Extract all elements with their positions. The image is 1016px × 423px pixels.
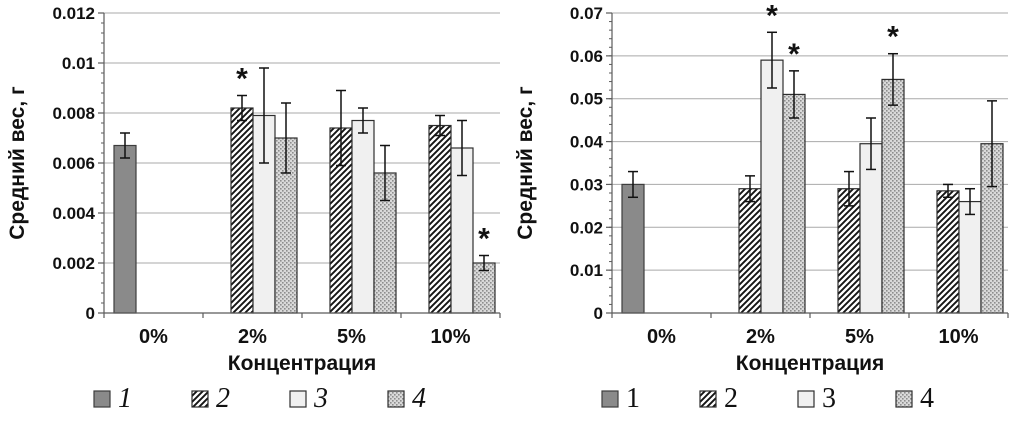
y-tick-label: 0.04 — [570, 133, 604, 152]
bar-series1-0% — [621, 183, 645, 314]
bar-series2-2% — [230, 107, 254, 314]
bar-series2-10% — [428, 124, 452, 314]
y-axis-title: Средний вес, г — [6, 86, 29, 240]
bar-series3-2% — [760, 59, 784, 314]
legend-swatch-4 — [387, 390, 405, 408]
bar-series2-2% — [738, 188, 762, 314]
y-tick-label: 0.006 — [52, 154, 95, 173]
legend-swatch-1 — [93, 390, 111, 408]
y-tick-label: 0.012 — [52, 4, 95, 23]
y-tick-label: 0.01 — [570, 261, 603, 280]
bar-chart-left: * * 0 0.002 0.004 0.006 0.008 0.01 0.012 0% 2% 5% 10… — [6, 4, 501, 414]
bar-series4-2% — [782, 93, 806, 314]
chart-right: * * * 0 0.01 0.02 0.03 0.04 0.05 0.06 0.07 0% 2% 5% 10… — [508, 0, 1016, 418]
x-tick-label: 0% — [139, 326, 168, 348]
x-tick-label: 10% — [430, 326, 470, 348]
bar-series3-5% — [351, 119, 375, 314]
significance-asterisk: * — [236, 63, 248, 96]
x-axis-title: Концентрация — [228, 352, 376, 375]
x-tick-label: 0% — [647, 326, 676, 348]
y-tick-label: 0.008 — [52, 104, 95, 123]
y-tick-label: 0.05 — [570, 90, 603, 109]
bar-chart-right: * * * 0 0.01 0.02 0.03 0.04 0.05 0.06 0.07 0% 2% 5% 10… — [514, 0, 1009, 414]
y-tick-label: 0.03 — [570, 175, 603, 194]
bar-series4-5% — [881, 78, 905, 314]
legend-swatch-3 — [797, 390, 815, 408]
y-tick-label: 0.06 — [570, 47, 603, 66]
y-tick-label: 0.07 — [570, 4, 603, 23]
legend-swatch-1 — [601, 390, 619, 408]
legend-label-4: 4 — [412, 383, 426, 414]
y-tick-label: 0.02 — [570, 218, 603, 237]
legend-label-2: 2 — [216, 383, 230, 414]
y-tick-label: 0 — [86, 304, 95, 323]
bar-series2-5% — [837, 188, 861, 314]
x-tick-label: 5% — [845, 326, 874, 348]
bar-series3-10% — [958, 200, 982, 314]
x-tick-label: 10% — [938, 326, 978, 348]
y-axis-title: Средний вес, г — [514, 86, 537, 240]
x-tick-label: 5% — [337, 326, 366, 348]
legend-swatch-4 — [895, 390, 913, 408]
bar-series2-10% — [936, 190, 960, 314]
x-tick-label: 2% — [746, 326, 775, 348]
significance-asterisk: * — [887, 21, 899, 54]
legend-label-1: 1 — [626, 383, 640, 414]
significance-asterisk: * — [788, 38, 800, 71]
x-tick-label: 2% — [238, 326, 267, 348]
x-axis-title: Концентрация — [736, 352, 884, 375]
bar-series1-0% — [113, 144, 137, 314]
y-tick-label: 0.004 — [52, 204, 95, 223]
legend-label-1: 1 — [118, 383, 132, 414]
legend-label-4: 4 — [920, 383, 934, 414]
significance-asterisk: * — [766, 0, 778, 32]
legend-label-3: 3 — [313, 383, 328, 414]
legend-swatch-2 — [191, 390, 209, 408]
legend-swatch-3 — [289, 390, 307, 408]
y-tick-label: 0.01 — [62, 54, 95, 73]
legend-swatch-2 — [699, 390, 717, 408]
significance-asterisk: * — [478, 223, 490, 256]
y-tick-label: 0 — [594, 304, 603, 323]
legend-label-3: 3 — [822, 383, 836, 414]
chart-left: * * 0 0.002 0.004 0.006 0.008 0.01 0.012 0% 2% 5% 10… — [0, 0, 508, 418]
y-tick-label: 0.002 — [52, 254, 95, 273]
legend-label-2: 2 — [724, 383, 738, 414]
